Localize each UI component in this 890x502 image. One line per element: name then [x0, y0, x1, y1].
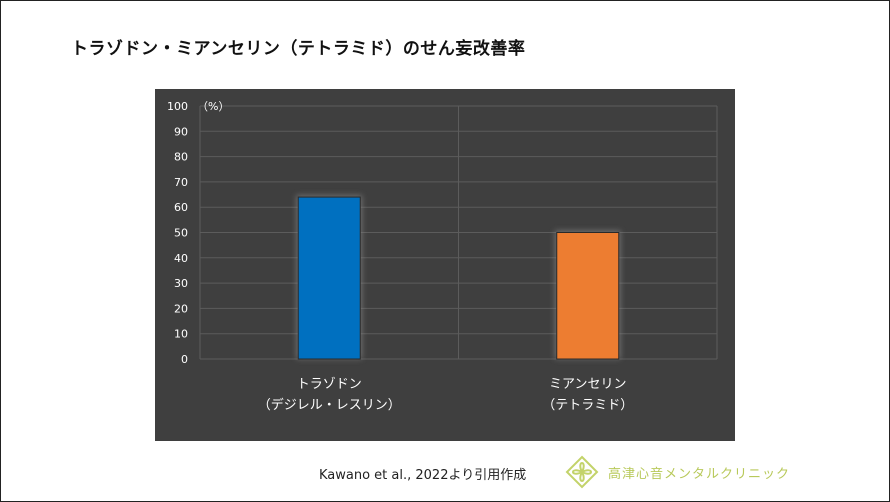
citation-text: Kawano et al., 2022より引用作成	[319, 468, 527, 483]
y-tick-label: 90	[174, 125, 188, 138]
bar-2	[556, 232, 620, 360]
clinic-name: 高津心音メンタルクリニック	[608, 466, 791, 482]
y-tick-label: 20	[174, 302, 188, 315]
y-tick-label: 10	[174, 328, 188, 341]
y-tick-label: 40	[174, 252, 188, 265]
y-tick-label: 60	[174, 201, 188, 214]
x-category-label: トラゾドン	[297, 377, 362, 392]
bar-1	[297, 196, 361, 360]
y-tick-label: 30	[174, 277, 188, 290]
clover-leaf-icon	[565, 455, 599, 489]
slide-title: トラゾドン・ミアンセリン（テトラミド）のせん妄改善率	[71, 39, 526, 59]
x-category-label: （デジレル・レスリン）	[258, 397, 401, 413]
chart-panel: 0 10 20 30 40 50 60 70 80 90 100 （%） トラゾドン （デジレル・レスリン…	[155, 89, 735, 441]
y-tick-label: 80	[174, 151, 188, 164]
y-unit-label: （%）	[197, 100, 229, 113]
bar-chart: 0 10 20 30 40 50 60 70 80 90 100 （%） トラゾドン （デジレル・レスリン…	[167, 100, 718, 413]
y-tick-label: 70	[174, 176, 188, 189]
x-category-label: （テトラミド）	[542, 398, 633, 413]
y-tick-label: 50	[174, 227, 188, 240]
y-tick-label: 0	[181, 353, 188, 366]
clinic-brand: 高津心音メンタルクリニック	[564, 453, 790, 491]
y-tick-label: 100	[167, 100, 188, 113]
x-category-label: ミアンセリン	[549, 377, 626, 392]
